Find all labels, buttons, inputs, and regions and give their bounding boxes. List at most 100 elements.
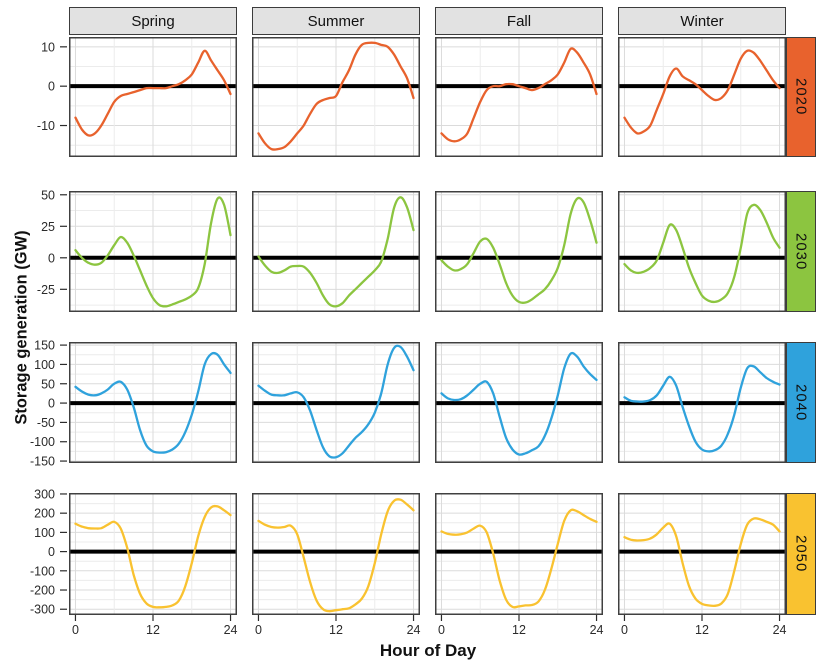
strip-fall: Fall bbox=[435, 7, 603, 35]
panel-spring-2020 bbox=[69, 37, 237, 157]
panel-winter-2030 bbox=[618, 191, 786, 312]
y-axis-2040: 150 100 50 0 -50 -100 -150 bbox=[30, 339, 67, 469]
panel-spring-2040 bbox=[69, 342, 237, 463]
x-axis-title: Hour of Day bbox=[379, 641, 477, 660]
panel-fall-2050 bbox=[435, 493, 603, 615]
x-axis-winter: 0 12 24 bbox=[621, 615, 787, 637]
svg-text:12: 12 bbox=[512, 623, 526, 637]
plot-winter-2020 bbox=[618, 37, 786, 157]
plot-summer-2020 bbox=[252, 37, 420, 157]
panel-summer-2050 bbox=[252, 493, 420, 615]
series-line-fall-2020 bbox=[440, 47, 598, 143]
svg-text:-300: -300 bbox=[30, 603, 55, 617]
svg-text:10: 10 bbox=[41, 40, 55, 54]
y-axis-2050: 300 200 100 0 -100 -200 -300 bbox=[30, 487, 67, 617]
series-line-spring-2020 bbox=[74, 49, 232, 137]
svg-text:12: 12 bbox=[329, 623, 343, 637]
series-line-summer-2030 bbox=[257, 196, 415, 308]
svg-text:100: 100 bbox=[34, 358, 55, 372]
strip-winter: Winter bbox=[618, 7, 786, 35]
series-line-fall-2030 bbox=[440, 196, 598, 304]
series-line-winter-2050 bbox=[623, 517, 781, 608]
strip-year-label: 2050 bbox=[792, 535, 810, 573]
strip-summer: Summer bbox=[252, 7, 420, 35]
series-line-winter-2030 bbox=[623, 203, 781, 304]
x-axis-spring: 0 12 24 bbox=[72, 615, 238, 637]
strip-year-2030: 2030 bbox=[786, 191, 816, 312]
svg-text:24: 24 bbox=[590, 623, 604, 637]
plot-spring-2050 bbox=[69, 493, 237, 615]
svg-text:50: 50 bbox=[41, 188, 55, 202]
series-line-winter-2020 bbox=[623, 49, 781, 135]
strip-label: Summer bbox=[307, 12, 365, 30]
panel-winter-2020 bbox=[618, 37, 786, 157]
plot-spring-2030 bbox=[69, 191, 237, 312]
svg-text:0: 0 bbox=[72, 623, 79, 637]
svg-text:0: 0 bbox=[48, 545, 55, 559]
svg-text:-50: -50 bbox=[37, 416, 55, 430]
panel-summer-2030 bbox=[252, 191, 420, 312]
series-line-summer-2050 bbox=[257, 498, 415, 613]
x-axis-summer: 0 12 24 bbox=[255, 615, 421, 637]
y-axis-2020: 10 0 -10 bbox=[37, 40, 67, 133]
series-line-spring-2050 bbox=[74, 504, 232, 609]
svg-text:-150: -150 bbox=[30, 455, 55, 469]
svg-text:0: 0 bbox=[48, 397, 55, 411]
plot-summer-2050 bbox=[252, 493, 420, 615]
series-line-winter-2040 bbox=[623, 364, 781, 453]
strip-label: Winter bbox=[680, 12, 724, 30]
panel-spring-2050 bbox=[69, 493, 237, 615]
svg-text:-100: -100 bbox=[30, 435, 55, 449]
panel-winter-2040 bbox=[618, 342, 786, 463]
svg-text:-100: -100 bbox=[30, 564, 55, 578]
panel-summer-2020 bbox=[252, 37, 420, 157]
svg-text:200: 200 bbox=[34, 507, 55, 521]
svg-text:0: 0 bbox=[255, 623, 262, 637]
plot-summer-2040 bbox=[252, 342, 420, 463]
strip-year-2040: 2040 bbox=[786, 342, 816, 463]
plot-fall-2030 bbox=[435, 191, 603, 312]
panel-fall-2040 bbox=[435, 342, 603, 463]
plot-fall-2040 bbox=[435, 342, 603, 463]
series-line-summer-2020 bbox=[257, 41, 415, 151]
svg-text:-10: -10 bbox=[37, 119, 55, 133]
svg-text:-25: -25 bbox=[37, 283, 55, 297]
plot-fall-2020 bbox=[435, 37, 603, 157]
svg-text:300: 300 bbox=[34, 487, 55, 501]
plot-spring-2040 bbox=[69, 342, 237, 463]
strip-year-label: 2020 bbox=[792, 78, 810, 116]
facet-grid: Spring Summer Fall Winter 10 0 -10 2020 50 25 0 -25… bbox=[0, 7, 816, 637]
series-line-fall-2050 bbox=[440, 508, 598, 609]
series-line-summer-2040 bbox=[257, 344, 415, 459]
strip-year-label: 2030 bbox=[792, 232, 810, 271]
strip-year-label: 2040 bbox=[792, 383, 810, 422]
panel-winter-2050 bbox=[618, 493, 786, 615]
svg-text:150: 150 bbox=[34, 339, 55, 353]
series-line-fall-2040 bbox=[440, 351, 598, 456]
plot-winter-2030 bbox=[618, 191, 786, 312]
svg-text:24: 24 bbox=[407, 623, 421, 637]
svg-text:50: 50 bbox=[41, 377, 55, 391]
strip-label: Fall bbox=[506, 12, 532, 30]
strip-label: Spring bbox=[131, 12, 175, 30]
plot-spring-2020 bbox=[69, 37, 237, 157]
plot-summer-2030 bbox=[252, 191, 420, 312]
svg-text:12: 12 bbox=[146, 623, 160, 637]
strip-year-2050: 2050 bbox=[786, 493, 816, 615]
panel-fall-2020 bbox=[435, 37, 603, 157]
strip-year-2020: 2020 bbox=[786, 37, 816, 157]
panel-fall-2030 bbox=[435, 191, 603, 312]
svg-text:0: 0 bbox=[621, 623, 628, 637]
svg-text:12: 12 bbox=[695, 623, 709, 637]
plot-winter-2040 bbox=[618, 342, 786, 463]
svg-text:100: 100 bbox=[34, 526, 55, 540]
series-line-spring-2040 bbox=[74, 351, 232, 454]
svg-text:0: 0 bbox=[438, 623, 445, 637]
panel-summer-2040 bbox=[252, 342, 420, 463]
svg-text:24: 24 bbox=[773, 623, 787, 637]
x-axis-fall: 0 12 24 bbox=[438, 615, 604, 637]
panel-spring-2030 bbox=[69, 191, 237, 312]
svg-text:24: 24 bbox=[224, 623, 238, 637]
svg-text:0: 0 bbox=[48, 251, 55, 265]
